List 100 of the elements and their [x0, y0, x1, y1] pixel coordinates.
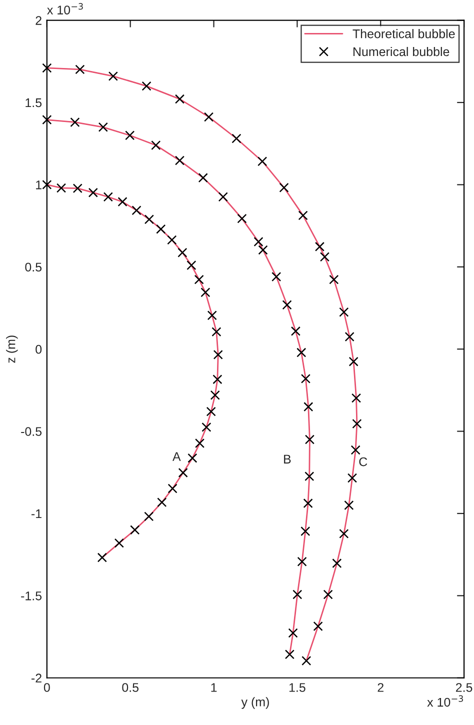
x-tick-label: 1: [211, 683, 217, 692]
point: [178, 248, 188, 258]
x-tick-label: 2.5: [456, 683, 472, 692]
point: [168, 484, 178, 494]
point: [151, 140, 161, 150]
point: [300, 526, 310, 536]
point: [108, 71, 118, 81]
point: [125, 130, 135, 140]
point: [206, 406, 216, 416]
point: [314, 242, 325, 252]
point: [174, 156, 185, 166]
legend-label: Theoretical bubble: [352, 29, 455, 38]
point: [186, 260, 196, 270]
point: [313, 621, 323, 632]
point: [344, 332, 354, 342]
y-tick-label: -1.5: [21, 592, 42, 600]
point: [194, 438, 205, 448]
point: [304, 434, 315, 444]
y-tick-label: 0: [36, 344, 42, 354]
y-tick-label: 2: [36, 16, 42, 25]
point: [339, 528, 349, 538]
point: [320, 252, 330, 262]
point: [300, 374, 310, 384]
y-tick-label: -0.5: [21, 427, 42, 436]
point: [304, 472, 314, 482]
y-axis-title: z (m): [6, 336, 18, 363]
legend-label: Numerical bubble: [353, 46, 450, 56]
point: [42, 63, 52, 73]
y-tick-label: 0.5: [25, 262, 42, 272]
point: [297, 556, 307, 566]
point: [339, 307, 349, 317]
x-tick-label: 2: [378, 683, 384, 692]
point: [144, 214, 154, 224]
point: [144, 512, 154, 522]
x-tick-label: 1.5: [289, 683, 306, 692]
point: [258, 156, 268, 166]
point: [212, 374, 222, 384]
text: x 10$^{−3}$: [47, 3, 83, 14]
point: [272, 272, 282, 282]
point: [298, 210, 308, 220]
point: [56, 183, 66, 193]
point: [351, 393, 362, 403]
point: [329, 274, 339, 284]
annotation: A: [172, 452, 181, 461]
point: [254, 236, 264, 247]
point: [97, 552, 107, 562]
point: [202, 422, 212, 432]
point: [284, 650, 294, 660]
point: [156, 224, 166, 234]
point: [167, 235, 177, 245]
point: [237, 214, 247, 224]
point: [296, 348, 306, 358]
point: [70, 117, 80, 128]
point: [347, 473, 358, 483]
point: [178, 468, 188, 478]
x-axis-title: y (m): [241, 697, 269, 709]
point: [157, 498, 167, 508]
point: [279, 182, 289, 192]
annotation: C: [359, 457, 368, 466]
point: [303, 498, 313, 508]
point: [88, 188, 98, 198]
annotation: B: [284, 454, 291, 464]
point: [75, 64, 85, 74]
point: [142, 81, 152, 91]
point: [232, 134, 242, 144]
point: [344, 500, 354, 510]
point: [42, 180, 52, 190]
point: [304, 402, 314, 412]
point: [114, 538, 124, 548]
point: [302, 656, 312, 666]
y-tick-label: 1: [36, 180, 42, 190]
point: [132, 206, 142, 216]
point: [323, 590, 333, 600]
x-tick-label: 0.5: [122, 683, 139, 692]
point: [130, 525, 140, 535]
point: [292, 590, 302, 600]
point: [42, 114, 52, 125]
point: [290, 326, 300, 336]
point: [188, 453, 198, 463]
point: [212, 327, 222, 337]
point: [72, 184, 82, 194]
line-series: [46, 184, 219, 558]
point: [350, 445, 360, 455]
point: [118, 197, 128, 207]
point: [198, 172, 208, 183]
point: [348, 356, 358, 366]
y-tick-label: 1.5: [26, 98, 42, 108]
point: [352, 418, 362, 429]
y-tick-label: -2: [32, 674, 42, 682]
point: [213, 350, 223, 360]
line-series: [46, 119, 310, 656]
point: [288, 628, 298, 638]
point: [207, 310, 217, 320]
text: x 10$^{−3}$: [427, 695, 463, 707]
point: [282, 300, 292, 310]
y-tick-label: -1: [32, 509, 42, 518]
point: [103, 192, 113, 202]
point: [204, 112, 214, 122]
point: [194, 274, 204, 284]
point: [200, 288, 210, 298]
